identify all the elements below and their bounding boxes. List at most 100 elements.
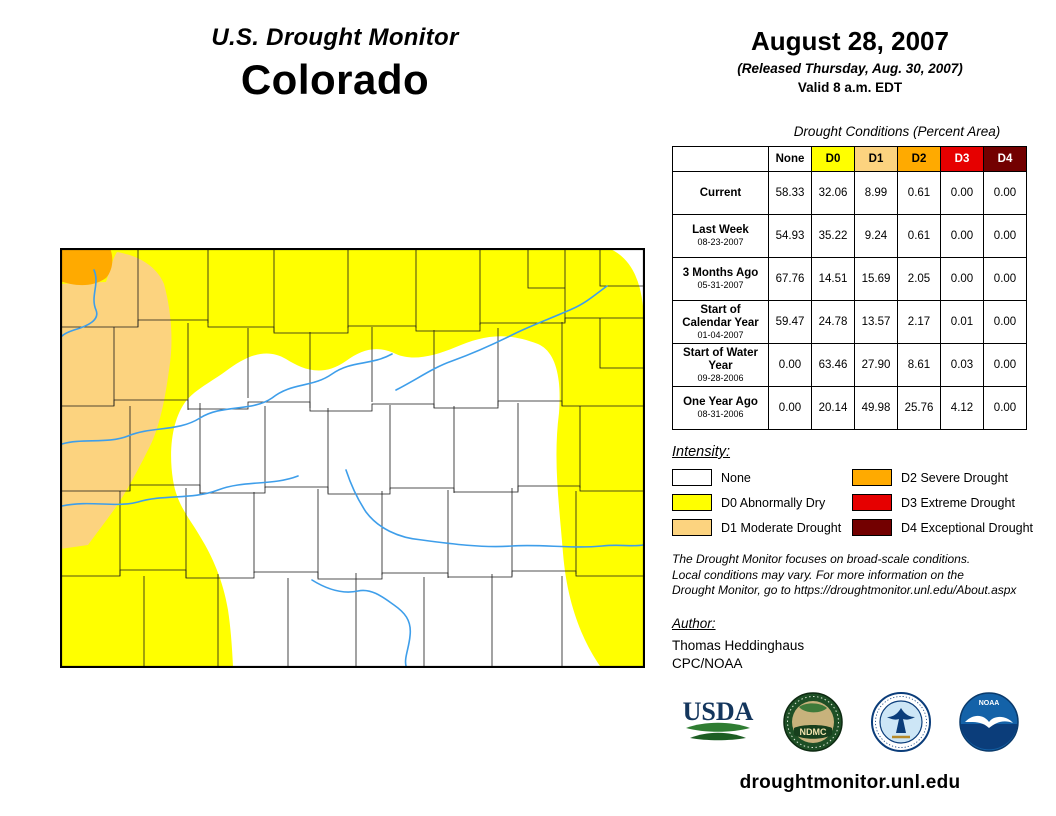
state-title: Colorado (240, 56, 430, 103)
legend-label: D1 Moderate Drought (721, 520, 842, 535)
row-label-date: 05-31-2007 (697, 280, 744, 290)
river (61, 475, 299, 507)
usda-text: USDA (683, 697, 754, 726)
disclaimer-line: Local conditions may vary. For more info… (672, 567, 964, 582)
cell-d0: 63.46 (811, 343, 855, 387)
row-label: Start of Calendar Year 01-04-2007 (672, 300, 769, 344)
cell-d2: 25.76 (897, 386, 941, 430)
intensity-heading: Intensity: (672, 444, 731, 460)
legend-swatch-d3 (852, 494, 892, 511)
row-label-text: Last Week (692, 224, 749, 236)
county-line (62, 317, 643, 334)
cell-d1: 9.24 (854, 214, 898, 258)
page-title: U.S. Drought Monitor (211, 24, 459, 51)
legend-item-d1: D1 Moderate Drought (672, 518, 841, 537)
commerce-seal-logo (871, 692, 931, 752)
legend-label: D3 Extreme Drought (901, 495, 1015, 510)
county-line (143, 573, 563, 666)
river (345, 469, 644, 548)
valid-time: Valid 8 a.m. EDT (797, 80, 903, 95)
ndmc-ring-text (787, 696, 839, 748)
map-container (60, 248, 645, 668)
footer-url-link[interactable]: droughtmonitor.unl.edu (739, 772, 961, 793)
usda-logo: USDA (683, 697, 754, 741)
d2-region (60, 248, 113, 286)
cell-d4: 0.00 (983, 386, 1027, 430)
cell-none: 54.93 (768, 214, 812, 258)
row-label-date: 08-23-2007 (697, 237, 744, 247)
cell-d3: 0.00 (940, 214, 984, 258)
author-heading: Author: (672, 616, 716, 631)
county-line (137, 250, 643, 332)
col-header-d0: D0 (811, 146, 855, 172)
intensity-legend: None D0 Abnormally Dry D1 Moderate Droug… (672, 468, 1036, 540)
noaa-text: NOAA (979, 700, 1000, 707)
released-date: (Released Thursday, Aug. 30, 2007) (737, 61, 963, 76)
row-label-text: 3 Months Ago (682, 267, 759, 279)
river (61, 353, 393, 445)
cell-d3: 0.00 (940, 257, 984, 301)
d1-region (60, 252, 172, 549)
cell-d1: 27.90 (854, 343, 898, 387)
row-label-date: 08-31-2006 (697, 409, 744, 419)
county-line (129, 403, 581, 494)
legend-item-d0: D0 Abnormally Dry (672, 493, 825, 512)
row-label: Current (672, 171, 769, 215)
legend-item-d3: D3 Extreme Drought (852, 493, 1015, 512)
river (311, 579, 412, 667)
drought-conditions-table: None D0 D1 D2 D3 D4 Current 58.33 32.06 … (672, 146, 1027, 430)
report-date: August 28, 2007 (751, 26, 949, 56)
noaa-logo: NOAA (959, 692, 1019, 752)
row-label-date: 01-04-2007 (697, 329, 744, 340)
row-label-text: Start of Calendar Year (682, 303, 759, 329)
legend-swatch-none (672, 469, 712, 486)
legend-swatch-d4 (852, 519, 892, 536)
legend-swatch-d1 (672, 519, 712, 536)
cell-d1: 15.69 (854, 257, 898, 301)
ndmc-land (799, 703, 827, 713)
cell-d3: 4.12 (940, 386, 984, 430)
table-row: Current 58.33 32.06 8.99 0.61 0.00 0.00 (672, 171, 1027, 215)
title-block: U.S. Drought Monitor Colorado (40, 24, 630, 104)
cell-d1: 49.98 (854, 386, 898, 430)
cell-none: 67.76 (768, 257, 812, 301)
legend-swatch-d2 (852, 469, 892, 486)
table-row: Start of Calendar Year 01-04-2007 59.47 … (672, 300, 1027, 344)
cell-d2: 2.17 (897, 300, 941, 344)
cell-d2: 0.61 (897, 214, 941, 258)
table-row: 3 Months Ago 05-31-2007 67.76 14.51 15.6… (672, 257, 1027, 301)
legend-item-d4: D4 Exceptional Drought (852, 518, 1033, 537)
county-line (62, 484, 643, 495)
date-block: August 28, 2007 (Released Thursday, Aug.… (664, 26, 1036, 95)
ndmc-text: NDMC (800, 727, 827, 737)
ndmc-logo: NDMC (783, 692, 843, 752)
usda-swoosh-icon (686, 722, 750, 732)
rivers (61, 269, 644, 667)
cell-d0: 14.51 (811, 257, 855, 301)
cell-d3: 0.01 (940, 300, 984, 344)
table-row: Last Week 08-23-2007 54.93 35.22 9.24 0.… (672, 214, 1027, 258)
cell-d4: 0.00 (983, 257, 1027, 301)
row-label-date: 09-28-2006 (697, 372, 744, 383)
cell-d0: 24.78 (811, 300, 855, 344)
usda-swoosh-icon (690, 732, 746, 741)
cell-d4: 0.00 (983, 214, 1027, 258)
author-name: Thomas Heddinghaus (672, 638, 805, 653)
legend-item-none: None (672, 468, 751, 487)
row-label: Last Week 08-23-2007 (672, 214, 769, 258)
colorado-drought-map (60, 248, 645, 668)
cell-d0: 32.06 (811, 171, 855, 215)
row-label: One Year Ago 08-31-2006 (672, 386, 769, 430)
author-org: CPC/NOAA (672, 656, 743, 671)
noaa-gull-icon (965, 715, 1013, 728)
cell-none: 0.00 (768, 343, 812, 387)
col-header-d1: D1 (854, 146, 898, 172)
legend-item-d2: D2 Severe Drought (852, 468, 1008, 487)
table-corner-blank (672, 146, 769, 172)
county-line (62, 569, 643, 580)
row-label-text: Start of Water Year (683, 346, 758, 372)
row-label-text: One Year Ago (683, 396, 758, 408)
cell-d4: 0.00 (983, 171, 1027, 215)
logo-row: USDA NDMC NOAA (660, 690, 1040, 754)
